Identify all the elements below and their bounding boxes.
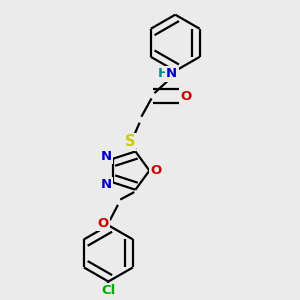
Text: H: H	[158, 68, 169, 80]
Text: N: N	[101, 178, 112, 191]
Text: Cl: Cl	[101, 284, 116, 297]
Text: O: O	[98, 217, 109, 230]
Text: N: N	[101, 178, 112, 191]
Text: O: O	[150, 164, 162, 177]
Text: O: O	[98, 217, 109, 230]
Text: N: N	[166, 68, 177, 80]
Text: O: O	[150, 164, 162, 177]
Text: N: N	[166, 68, 177, 80]
Text: N: N	[101, 150, 112, 163]
Text: S: S	[124, 134, 135, 149]
Text: H: H	[158, 68, 169, 80]
Text: O: O	[181, 89, 192, 103]
Text: N: N	[166, 68, 177, 80]
Text: H: H	[158, 68, 169, 80]
Text: Cl: Cl	[101, 284, 116, 297]
Text: S: S	[124, 134, 135, 149]
Text: N: N	[101, 150, 112, 163]
Text: O: O	[181, 89, 192, 103]
